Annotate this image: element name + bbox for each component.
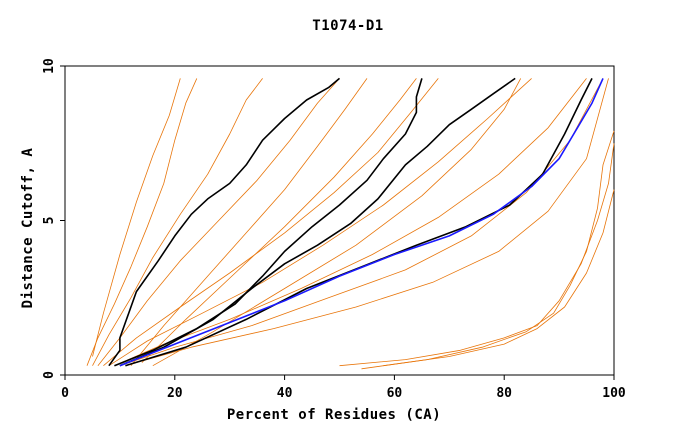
series-line-14	[361, 130, 615, 370]
x-tick-label-40: 40	[277, 386, 293, 401]
series-line-8	[125, 78, 609, 367]
series-line-11	[141, 78, 417, 363]
series-line-1	[86, 78, 198, 366]
y-tick-label-10: 10	[42, 58, 57, 74]
y-axis-label: Distance Cutoff, A	[20, 148, 36, 309]
series-line-16	[108, 77, 341, 367]
x-axis-label: Percent of Residues (CA)	[227, 407, 441, 423]
x-tick-label-80: 80	[496, 386, 512, 401]
series-line-2	[92, 78, 263, 366]
y-tick-label-5: 5	[42, 217, 57, 225]
chart-title: T1074-D1	[312, 18, 383, 34]
series-line-4	[103, 78, 439, 367]
series-line-19	[125, 78, 593, 367]
plot-frame	[64, 65, 615, 376]
series-line-7	[119, 78, 604, 367]
series-line-6	[114, 78, 587, 367]
series-line-13	[339, 143, 615, 367]
series-layer	[86, 77, 615, 370]
series-line-20	[119, 78, 604, 367]
series-line-15	[383, 189, 615, 367]
y-axis-ticks: 0 5 10	[42, 58, 65, 379]
series-line-3	[97, 78, 340, 366]
series-line-5	[108, 78, 532, 367]
series-line-17	[114, 78, 423, 367]
x-tick-label-100: 100	[602, 386, 626, 401]
series-line-9	[92, 78, 181, 357]
series-line-10	[130, 78, 368, 366]
y-tick-label-0: 0	[42, 371, 57, 379]
x-tick-label-20: 20	[167, 386, 183, 401]
x-tick-label-0: 0	[61, 386, 69, 401]
x-tick-label-60: 60	[387, 386, 403, 401]
series-line-18	[119, 77, 516, 367]
x-axis-ticks: 0 20 40 60 80 100	[61, 375, 626, 401]
